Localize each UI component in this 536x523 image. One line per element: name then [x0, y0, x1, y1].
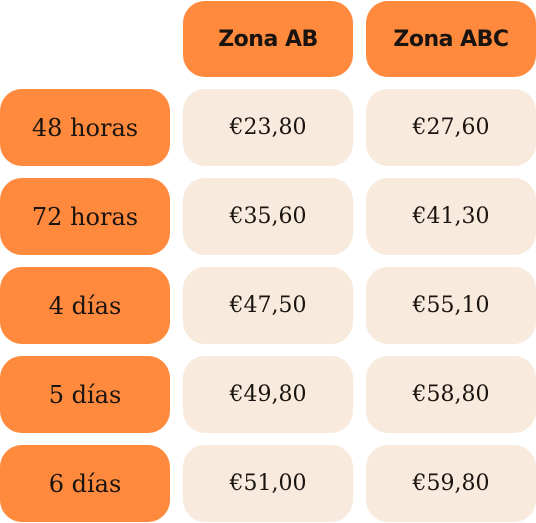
price-48-horas-zona-abc: €27,60: [366, 89, 536, 166]
price-4-dias-zona-abc: €55,10: [366, 267, 536, 344]
price-4-dias-zona-ab: €47,50: [183, 267, 353, 344]
price-48-horas-zona-ab: €23,80: [183, 89, 353, 166]
column-header-zona-ab: Zona AB: [183, 1, 353, 77]
price-6-dias-zona-abc: €59,80: [366, 445, 536, 522]
row-header-48-horas: 48 horas: [0, 89, 170, 166]
row-header-4-dias: 4 días: [0, 267, 170, 344]
price-5-dias-zona-ab: €49,80: [183, 356, 353, 433]
row-header-72-horas: 72 horas: [0, 178, 170, 255]
price-72-horas-zona-ab: €35,60: [183, 178, 353, 255]
price-5-dias-zona-abc: €58,80: [366, 356, 536, 433]
row-header-5-dias: 5 días: [0, 356, 170, 433]
column-header-zona-abc: Zona ABC: [366, 1, 536, 77]
price-6-dias-zona-ab: €51,00: [183, 445, 353, 522]
price-72-horas-zona-abc: €41,30: [366, 178, 536, 255]
row-header-6-dias: 6 días: [0, 445, 170, 522]
